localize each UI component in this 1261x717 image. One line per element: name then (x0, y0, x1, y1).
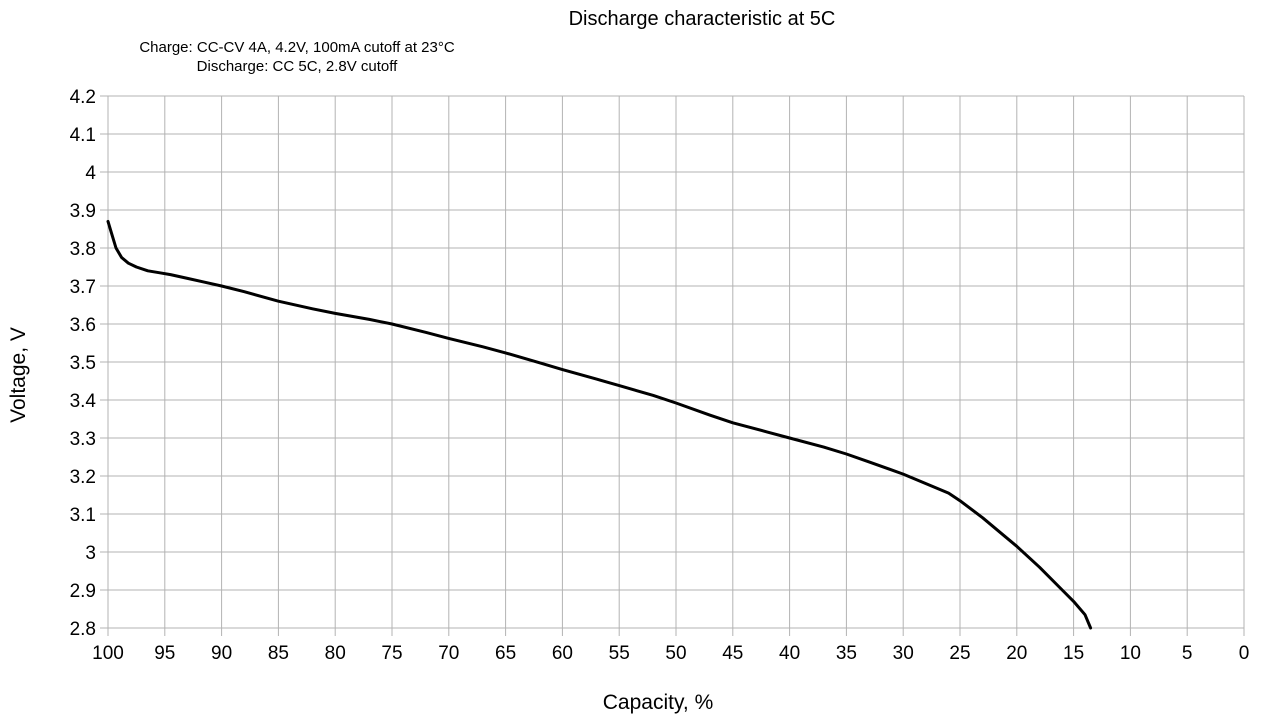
y-axis-title: Voltage, V (7, 327, 30, 423)
series-layer (106, 219, 1093, 630)
y-tick-label: 3 (85, 543, 96, 564)
x-tick-label: 0 (1239, 643, 1250, 664)
x-tick-label: 35 (836, 643, 857, 664)
x-tick-label: 100 (92, 643, 124, 664)
x-tick-label: 10 (1120, 643, 1141, 664)
y-tick-label: 3.9 (70, 201, 96, 222)
y-tick-label: 2.9 (70, 581, 96, 602)
x-axis-title: Capacity, % (603, 691, 714, 714)
y-tick-label: 3.6 (70, 315, 96, 336)
y-tick-label: 3.1 (70, 505, 96, 526)
x-tick-label: 15 (1063, 643, 1084, 664)
y-axis-ticks: 4.2 4.1 4 3.9 3.8 3.7 3.6 3.5 3.4 3.3 3.2 3.1 3 2.9 2.… (70, 87, 97, 640)
y-tick-label: 2.8 (70, 619, 96, 640)
y-tick-label: 3.4 (70, 391, 97, 412)
y-tick-label: 3.2 (70, 467, 96, 488)
x-tick-label: 50 (665, 643, 686, 664)
x-tick-label: 60 (552, 643, 573, 664)
x-tick-label: 55 (609, 643, 630, 664)
charge-note: Charge: CC-CV 4A, 4.2V, 100mA cutoff at … (139, 39, 455, 56)
chart-title: Discharge characteristic at 5C (569, 8, 836, 30)
x-tick-label: 40 (779, 643, 800, 664)
x-tick-label: 30 (893, 643, 914, 664)
y-tick-label: 3.8 (70, 239, 96, 260)
x-tick-label: 20 (1006, 643, 1027, 664)
x-tick-label: 45 (722, 643, 743, 664)
x-tick-label: 65 (495, 643, 516, 664)
x-tick-label: 70 (438, 643, 459, 664)
x-tick-label: 75 (381, 643, 402, 664)
y-tick-label: 4.1 (70, 125, 96, 146)
x-tick-label: 95 (154, 643, 175, 664)
y-tick-label: 4 (85, 163, 96, 184)
grid (100, 95, 1245, 636)
x-tick-label: 25 (949, 643, 970, 664)
x-tick-label: 5 (1182, 643, 1193, 664)
x-tick-label: 80 (325, 643, 346, 664)
x-axis-ticks: 100 95 90 85 80 75 70 65 60 55 50 45 40 35 30 25 20 15 10 5… (92, 643, 1249, 664)
y-tick-label: 3.3 (70, 429, 96, 450)
x-tick-label: 90 (211, 643, 232, 664)
y-tick-label: 3.5 (70, 353, 96, 374)
discharge-note: Discharge: CC 5C, 2.8V cutoff (197, 58, 398, 75)
y-tick-label: 4.2 (70, 87, 96, 108)
x-tick-label: 85 (268, 643, 289, 664)
discharge-curve (106, 219, 1093, 630)
y-tick-label: 3.7 (70, 277, 96, 298)
